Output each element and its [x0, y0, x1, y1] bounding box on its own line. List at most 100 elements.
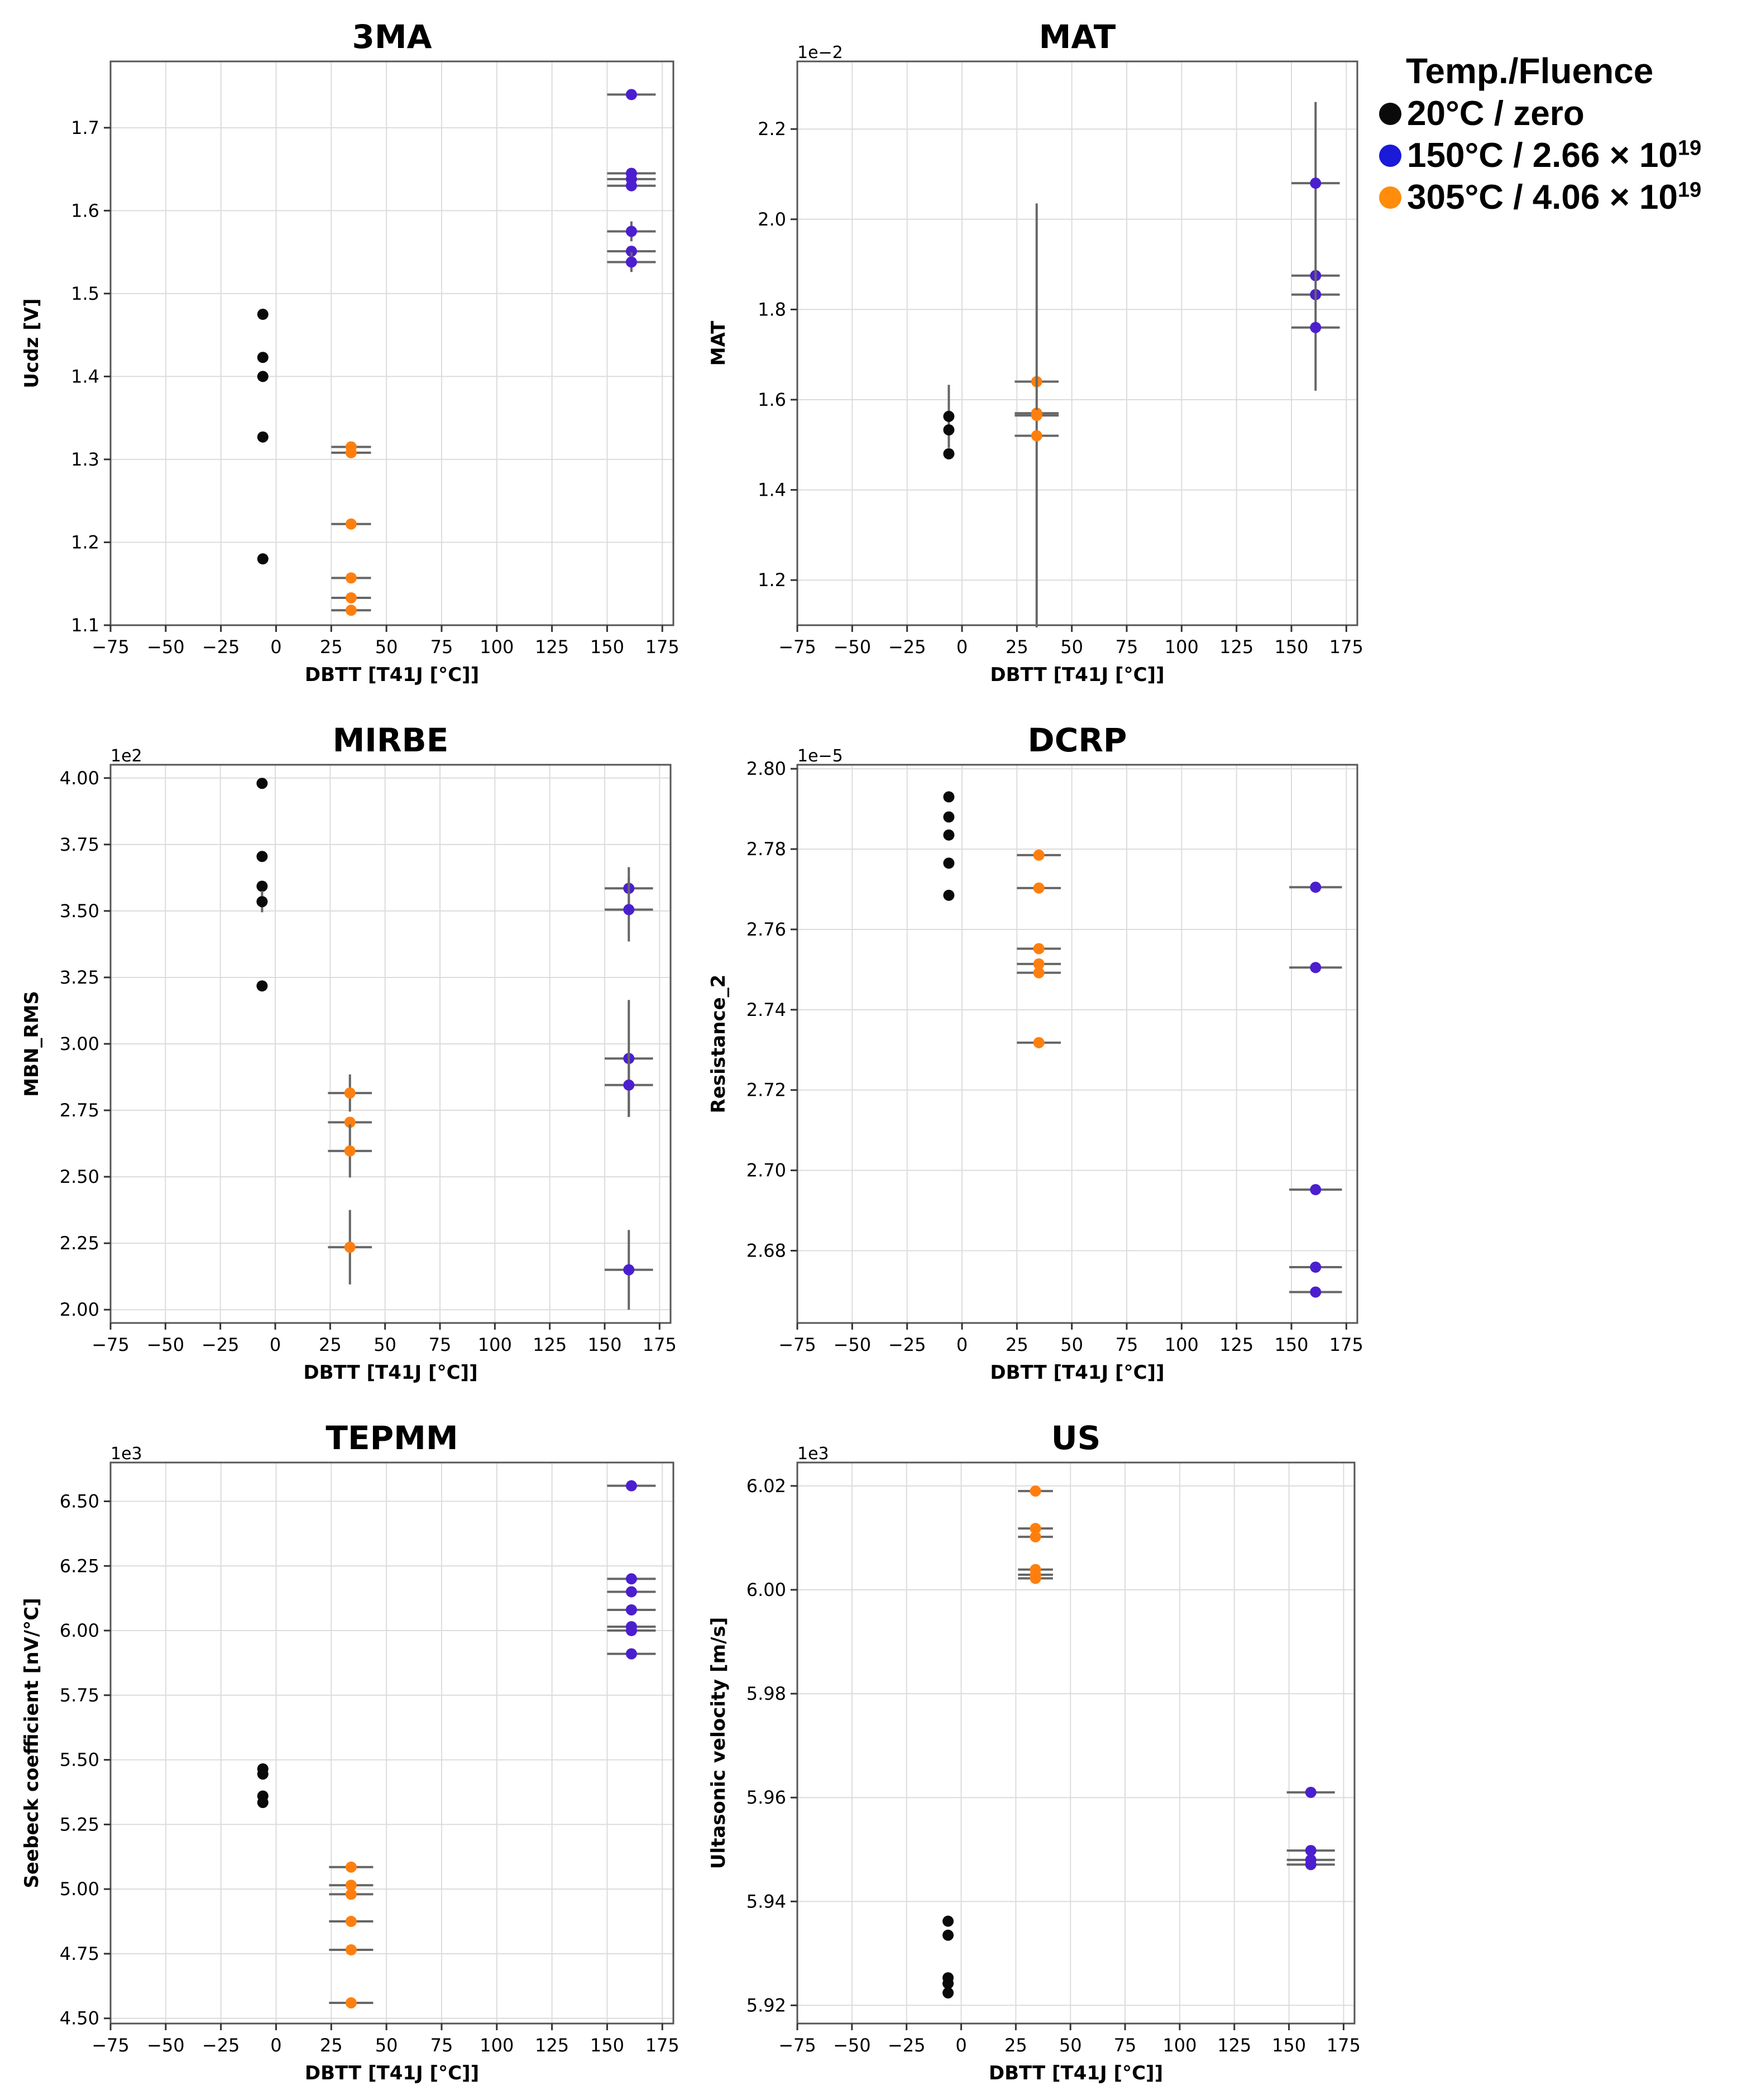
us-x-tick-label: 125 [1217, 2035, 1251, 2056]
mat-y-tick-label: 1.2 [758, 569, 786, 591]
mat-y-multiplier: 1e−2 [797, 43, 843, 63]
mirbe-point-series1 [344, 1087, 356, 1099]
us-point-series2 [1305, 1786, 1317, 1798]
legend-label-150c: 150°C / 2.66 × 10 [1407, 136, 1678, 175]
mat-x-tick-label: 75 [1116, 636, 1138, 658]
3ma-point-series1 [345, 592, 357, 603]
mirbe-x-tick-label: 75 [429, 1334, 452, 1355]
mirbe-point-series0 [256, 778, 268, 789]
mirbe-point-series1 [344, 1241, 356, 1253]
3ma-axes-frame [109, 60, 674, 626]
mirbe-x-tick-label: 150 [587, 1334, 621, 1355]
dcrp-y-tick-label: 2.68 [746, 1240, 786, 1262]
dcrp-point-series0 [943, 829, 955, 841]
mat-point-series2 [1310, 322, 1322, 333]
tepmm-x-tick-label: 50 [375, 2035, 398, 2056]
us-x-tick-label: 50 [1059, 2035, 1082, 2056]
dcrp-x-tick-label: 50 [1060, 1334, 1083, 1355]
tepmm-point-series1 [345, 1944, 357, 1956]
3ma-point-series2 [625, 226, 637, 237]
legend-exp-305c: 19 [1677, 178, 1702, 202]
mat-x-tick-label: 125 [1219, 636, 1253, 658]
3ma-point-series2 [625, 246, 637, 257]
us-point-series2 [1305, 1845, 1317, 1857]
us-x-label: DBTT [T41J [°C]] [989, 2062, 1163, 2084]
legend-marker-orange [1379, 186, 1401, 209]
dcrp-axes-frame [796, 764, 1358, 1324]
dcrp-x-tick-label: 125 [1219, 1334, 1253, 1355]
tepmm-x-tick-label: 25 [320, 2035, 343, 2056]
3ma-x-tick-label: 25 [320, 636, 343, 658]
mirbe-y-label: MBN_RMS [21, 991, 43, 1097]
legend-title: Temp./Fluence [1406, 51, 1654, 91]
us-point-series1 [1030, 1523, 1041, 1535]
us-y-tick-label: 5.98 [746, 1683, 786, 1704]
mirbe-x-tick-label: 125 [533, 1334, 567, 1355]
dcrp-point-series0 [943, 857, 955, 869]
dcrp-x-label: DBTT [T41J [°C]] [990, 1361, 1164, 1384]
mat-x-tick-label: 0 [956, 636, 968, 658]
tepmm-point-series0 [257, 1768, 269, 1780]
legend-label-305c: 305°C / 4.06 × 10 [1407, 178, 1678, 217]
tepmm-y-multiplier: 1e3 [111, 1444, 142, 1464]
dcrp-x-tick-label: 25 [1006, 1334, 1028, 1355]
dcrp-x-tick-label: 175 [1329, 1334, 1363, 1355]
tepmm-y-tick-label: 5.00 [60, 1878, 99, 1900]
3ma-point-series2 [625, 89, 637, 100]
legend-label-20c: 20°C / zero [1407, 94, 1585, 133]
us-point-series2 [1305, 1859, 1317, 1871]
tepmm-y-tick-label: 6.00 [60, 1620, 99, 1641]
mirbe-point-series2 [623, 1264, 635, 1276]
us-point-series1 [1030, 1572, 1041, 1584]
legend: Temp./Fluence 20°C / zero 150°C / 2.66 ×… [1379, 50, 1736, 217]
tepmm-axes-frame [109, 1461, 674, 2025]
tepmm-point-series1 [345, 1880, 357, 1891]
dcrp-point-series0 [943, 811, 955, 823]
tepmm-x-tick-label: 175 [645, 2035, 679, 2056]
3ma-point-series0 [257, 352, 269, 363]
us-x-tick-label: 25 [1004, 2035, 1027, 2056]
tepmm-point-series2 [625, 1648, 637, 1660]
3ma-point-series1 [345, 518, 357, 530]
dcrp-y-tick-label: 2.70 [746, 1160, 786, 1181]
mirbe-y-tick-label: 2.75 [60, 1100, 99, 1121]
mat-x-tick-label: 175 [1329, 636, 1363, 658]
mat-y-label: MAT [707, 320, 730, 366]
dcrp-point-series2 [1310, 1184, 1322, 1196]
mat-y-tick-label: 2.2 [758, 118, 786, 140]
tepmm-point-series1 [345, 1916, 357, 1928]
3ma-point-series1 [345, 605, 357, 616]
dcrp-point-series0 [943, 889, 955, 901]
dcrp-x-tick-label: −50 [834, 1334, 872, 1355]
mat-point-series2 [1310, 178, 1322, 189]
mat-x-tick-label: −75 [778, 636, 816, 658]
dcrp-x-tick-label: −75 [778, 1334, 816, 1355]
mirbe-x-tick-label: 100 [478, 1334, 512, 1355]
tepmm-x-label: DBTT [T41J [°C]] [305, 2062, 479, 2084]
mirbe-point-series2 [623, 1079, 635, 1091]
mirbe-y-tick-label: 2.00 [60, 1299, 99, 1320]
mirbe-y-tick-label: 3.25 [60, 967, 99, 988]
mat-axes-frame [796, 60, 1358, 626]
dcrp-point-series2 [1310, 881, 1322, 893]
3ma-point-series2 [625, 180, 637, 191]
dcrp-point-series0 [943, 791, 955, 803]
dcrp-point-series1 [1033, 849, 1045, 861]
legend-item-150c: 150°C / 2.66 × 1019 [1379, 136, 1736, 175]
us-x-tick-label: 100 [1162, 2035, 1197, 2056]
legend-item-305c: 305°C / 4.06 × 1019 [1379, 178, 1736, 217]
mat-x-tick-label: −25 [888, 636, 926, 658]
mirbe-title: MIRBE [333, 721, 449, 759]
3ma-y-tick-label: 1.5 [71, 283, 99, 304]
legend-item-20c: 20°C / zero [1379, 94, 1736, 133]
mat-title: MAT [1039, 18, 1116, 56]
mat-point-series0 [943, 448, 955, 459]
mat-point-series1 [1031, 410, 1042, 421]
dcrp-point-series1 [1033, 958, 1045, 970]
tepmm-point-series1 [345, 1888, 357, 1900]
us-axes-frame [796, 1461, 1356, 2025]
dcrp-y-label: Resistance_2 [707, 975, 730, 1114]
us-point-series0 [942, 1978, 954, 1989]
tepmm-point-series2 [625, 1625, 637, 1637]
